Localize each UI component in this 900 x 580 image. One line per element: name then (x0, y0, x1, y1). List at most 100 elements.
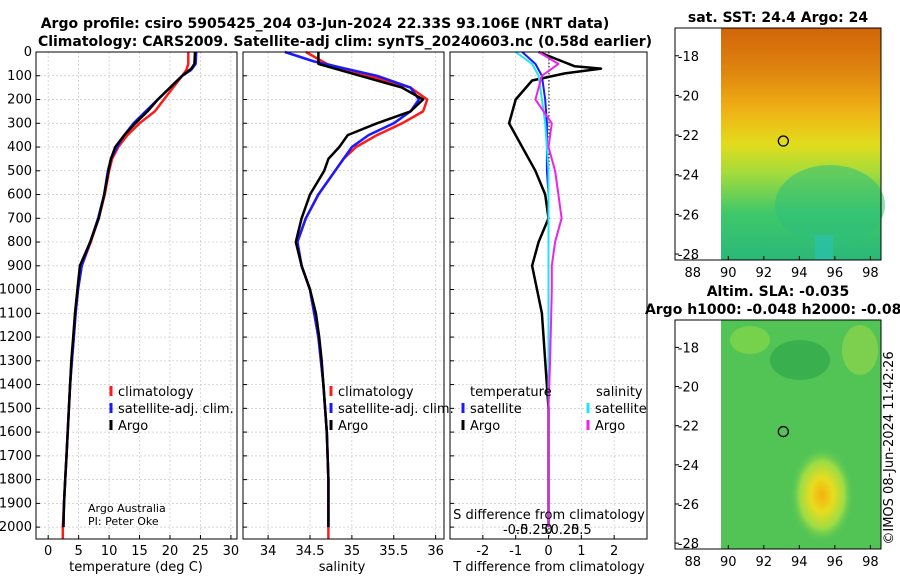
series-line-salinity-satellite (515, 51, 550, 528)
argo-position-marker-sst (777, 135, 789, 147)
map-x-tick-label: 96 (827, 266, 844, 281)
sla-low-patch (770, 340, 830, 380)
s-tick-label: 0.5 (571, 523, 592, 538)
map-y-tick-label: -18 (678, 50, 699, 65)
map-x-tick-label: 96 (827, 555, 844, 570)
map-y-tick-label: -24 (678, 169, 699, 184)
credit-line-1: Argo Australia (88, 502, 166, 515)
legend-climatology-label: climatology (118, 385, 194, 400)
credit-line-2: PI: Peter Oke (88, 515, 159, 528)
map-y-tick-label: -26 (678, 208, 699, 223)
y-tick-label: 1500 (0, 401, 32, 416)
map-x-tick-label: 98 (862, 555, 879, 570)
sla-map-frame (674, 319, 882, 550)
x-tick-label: 34.5 (296, 544, 325, 559)
series-line-argo (294, 52, 425, 528)
legend-satellite-label: satellite-adj. clim. (118, 402, 234, 417)
y-tick-label: 1600 (0, 425, 32, 440)
legend2-satellite-label: satellite-adj. clim. (338, 402, 454, 417)
legend-argo-label: Argo (118, 419, 148, 434)
y-tick-label: 400 (7, 140, 32, 155)
map-y-tick-label: -28 (678, 248, 699, 263)
x-tick-label: 1 (577, 544, 585, 559)
s-tick-label: -0.5 (503, 523, 528, 538)
y-tick-label: 600 (7, 188, 32, 203)
y-tick-label: 300 (7, 116, 32, 131)
difference-legend: temperature satellite Argo salinity sate… (461, 385, 647, 434)
x-tick-label: 30 (223, 544, 240, 559)
x-tick-label: 34 (260, 544, 277, 559)
legend-diff-temp-argo-label: Argo (470, 419, 500, 434)
series-line-temperature-argo (507, 50, 603, 528)
title-line-2: Climatology: CARS2009. Satellite-adj cli… (38, 34, 652, 50)
y-tick-label: 1900 (0, 496, 32, 511)
sst-map-title: sat. SST: 24.4 Argo: 24 (688, 10, 868, 26)
y-tick-label: 1400 (0, 378, 32, 393)
legend2-argo-label: Argo (338, 419, 368, 434)
map-x-tick-label: 88 (684, 555, 701, 570)
legend-diff-temperature: temperature (470, 385, 552, 400)
map-y-tick-label: -20 (678, 381, 699, 396)
y-tick-label: 1700 (0, 449, 32, 464)
map-y-tick-label: -24 (678, 459, 699, 474)
y-tick-label: 1300 (0, 354, 32, 369)
x-tick-label: -2 (476, 544, 489, 559)
sla-high-patch-1 (730, 326, 770, 354)
imos-stamp: ©IMOS 08-Jun-2024 11:42:26 (882, 351, 897, 544)
x-tick-label: 2 (610, 544, 618, 559)
legend-diff-sal-sat-label: satellite (595, 402, 647, 417)
map-x-tick-label: 94 (791, 555, 808, 570)
y-tick-label: 0 (24, 45, 32, 60)
x-tick-label: 5 (74, 544, 82, 559)
series-line-climatology (296, 50, 429, 539)
legend-diff-sal-argo-label: Argo (595, 419, 625, 434)
map-y-tick-label: -18 (678, 341, 699, 356)
x-tick-label: 0 (544, 544, 552, 559)
x-tick-label: 25 (192, 544, 209, 559)
s-tick-label: 0.25 (550, 523, 579, 538)
legend-diff-salinity: salinity (596, 385, 643, 400)
y-tick-label: 1200 (0, 330, 32, 345)
x-tick-label: 10 (101, 544, 118, 559)
sla-map-subtitle: Argo h1000: -0.048 h2000: -0.084 (645, 302, 900, 318)
s-diff-label: S difference from climatology (453, 508, 645, 523)
x-tick-label: 15 (131, 544, 148, 559)
sst-cyan-patch (815, 235, 833, 260)
y-tick-label: 900 (7, 259, 32, 274)
salinity-legend: climatology satellite-adj. clim. Argo (329, 385, 454, 434)
y-tick-label: 2000 (0, 520, 32, 535)
y-tick-label: 200 (7, 93, 32, 108)
s-tick-label: -0.25 (515, 523, 549, 538)
map-x-tick-label: 94 (791, 266, 808, 281)
x-tick-label: -1 (509, 544, 522, 559)
y-tick-label: 1800 (0, 473, 32, 488)
sla-map: Altim. SLA: -0.035 Argo h1000: -0.048 h2… (645, 284, 900, 570)
map-y-tick-label: -22 (678, 420, 699, 435)
map-y-tick-label: -28 (678, 537, 699, 552)
map-x-tick-label: 90 (720, 555, 737, 570)
y-tick-label: 800 (7, 235, 32, 250)
sst-map: sat. SST: 24.4 Argo: 24 88 90 92 94 96 98 -18 -… (674, 10, 885, 281)
sst-map-frame (674, 27, 882, 261)
x-tick-label: 36 (427, 544, 444, 559)
y-tick-label: 1000 (0, 283, 32, 298)
legend-diff-temp-sat-label: satellite (470, 402, 522, 417)
x-tick-label: 35.5 (379, 544, 408, 559)
t-diff-xlabel: T difference from climatology (452, 560, 645, 575)
sla-high-patch-2 (842, 325, 878, 375)
sla-map-title: Altim. SLA: -0.035 (707, 284, 850, 300)
legend2-climatology-label: climatology (338, 385, 414, 400)
y-tick-label: 500 (7, 164, 32, 179)
map-y-tick-label: -26 (678, 498, 699, 513)
y-tick-label: 700 (7, 211, 32, 226)
map-x-tick-label: 98 (862, 266, 879, 281)
temperature-plot-frame (35, 51, 238, 540)
salinity-plot-frame (242, 51, 445, 540)
s-tick-label: 0 (544, 523, 552, 538)
title-line-1: Argo profile: csiro 5905425_204 03-Jun-2… (41, 16, 610, 32)
temperature-panel: 0100200300400500600700800900100011001200… (0, 45, 239, 575)
salinity-xlabel: salinity (319, 560, 366, 575)
sla-eddy (790, 447, 854, 543)
temperature-xlabel: temperature (deg C) (69, 560, 203, 575)
